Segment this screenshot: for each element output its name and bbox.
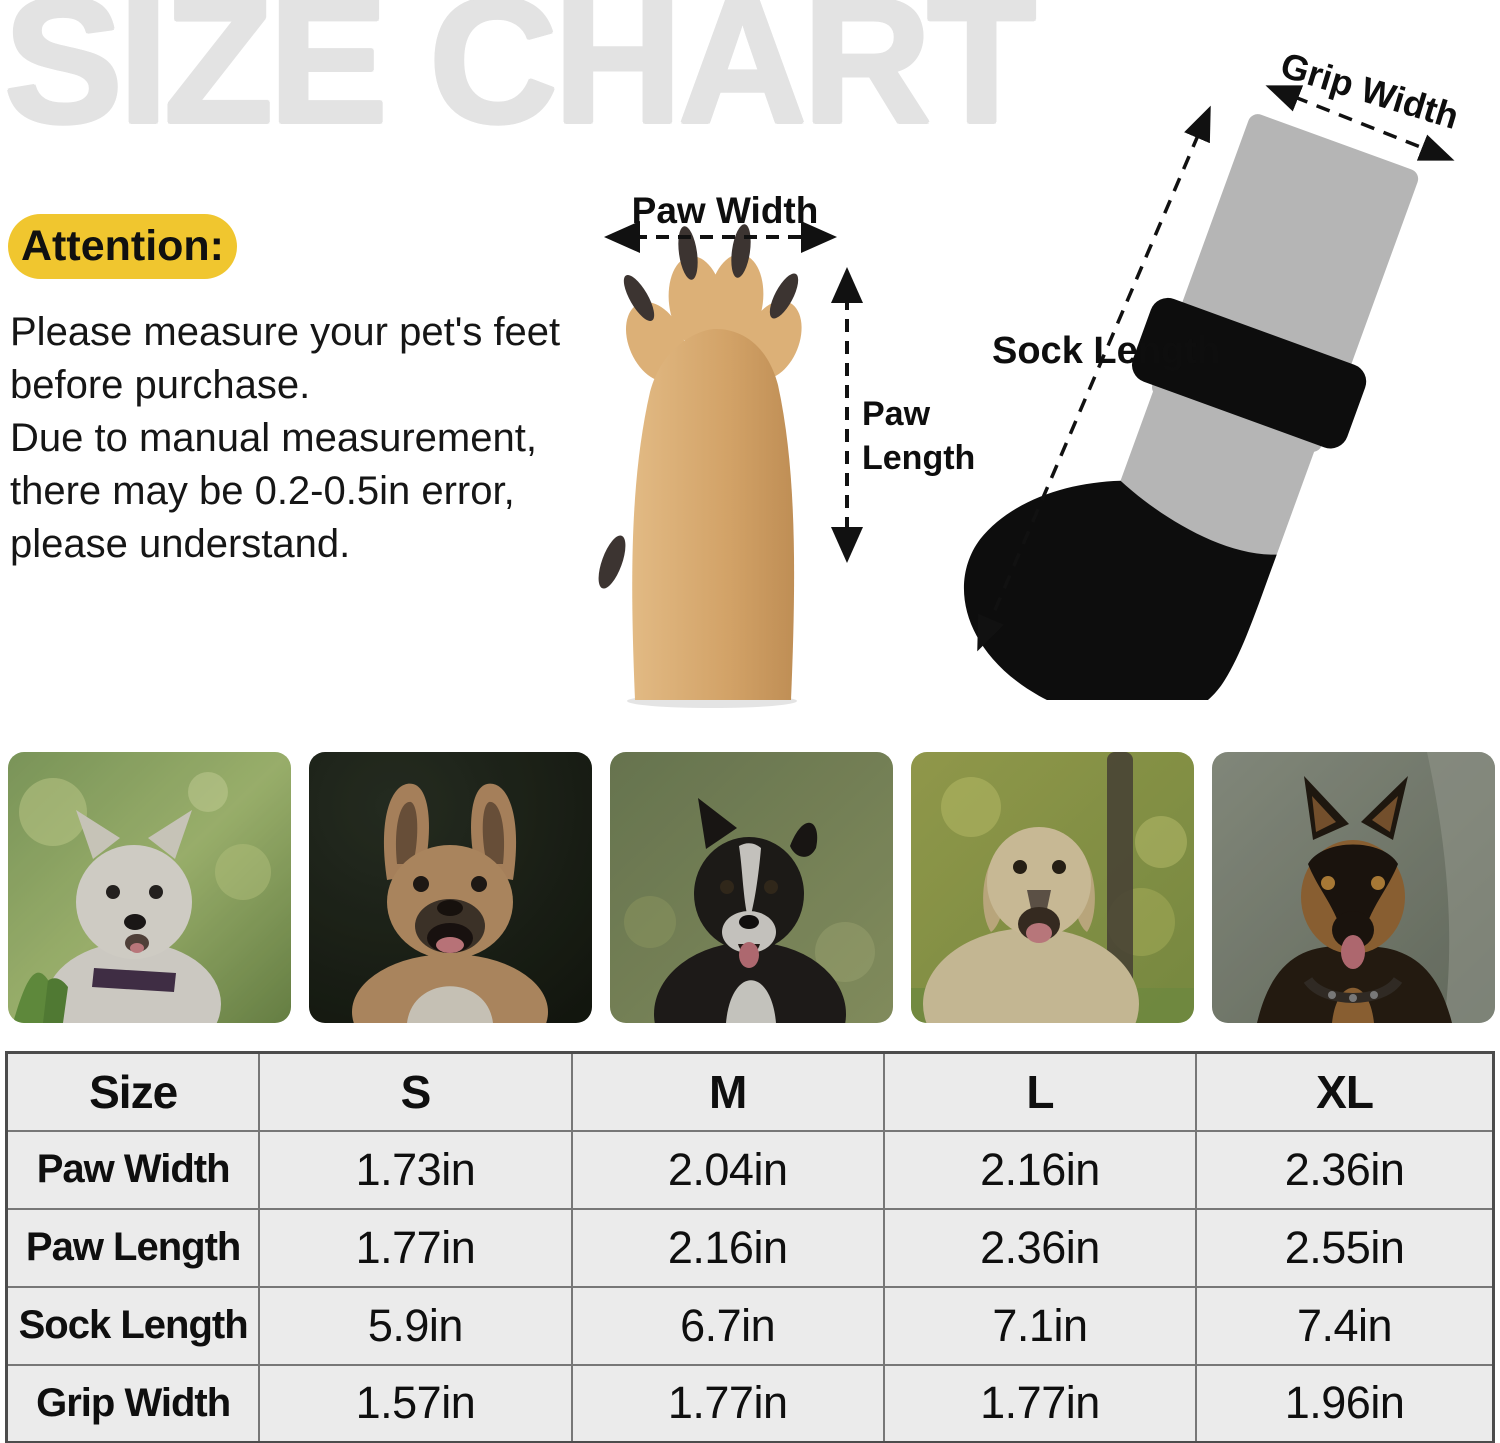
french-bulldog-illustration [309,752,592,1023]
paw-diagram [598,221,863,708]
cell-value: 1.96in [1195,1363,1495,1443]
cell-value: 2.55in [1195,1207,1495,1288]
table-header-row: Size S M L XL [5,1051,1495,1132]
dog-photo-french-bulldog [309,752,592,1023]
col-header-s: S [258,1051,573,1132]
sock-illustration [963,114,1419,700]
col-header-size: Size [5,1051,261,1132]
row-label: Sock Length [5,1285,261,1366]
cell-value: 2.16in [570,1207,885,1288]
cell-value: 1.73in [258,1129,573,1210]
paw-leg [632,328,795,700]
cell-value: 7.4in [1195,1285,1495,1366]
attention-badge: Attention: [8,214,237,279]
sock-length-arrow [977,105,1211,652]
paw-width-label: Paw Width [631,190,819,231]
paw-length-label-line2: Length [862,439,976,477]
attention-line: Due to manual measurement, [10,416,537,460]
row-label: Paw Width [5,1129,261,1210]
cell-value: 7.1in [882,1285,1198,1366]
cell-value: 1.77in [570,1363,885,1443]
cell-value: 2.36in [882,1207,1198,1288]
col-header-l: L [882,1051,1198,1132]
cell-value: 1.77in [882,1363,1198,1443]
row-label: Paw Length [5,1207,261,1288]
table-row-grip-width: Grip Width 1.57in 1.77in 1.77in 1.96in [5,1363,1495,1443]
attention-paragraph: Please measure your pet's feet before pu… [10,306,630,571]
attention-line: please understand. [10,522,351,566]
sock-diagram [963,85,1455,700]
paw-length-label: Paw Length [862,392,975,480]
dog-photo-border-collie [610,752,893,1023]
cell-value: 2.04in [570,1129,885,1210]
cell-value: 2.16in [882,1129,1198,1210]
cell-value: 5.9in [258,1285,573,1366]
german-shepherd-illustration [1212,752,1495,1023]
table-row-sock-length: Sock Length 5.9in 6.7in 7.1in 7.4in [5,1285,1495,1366]
dog-photo-west-highland-terrier [8,752,291,1023]
grip-width-arrow [1265,85,1455,161]
westie-illustration [8,752,291,1023]
col-header-m: M [570,1051,885,1132]
row-label: Grip Width [5,1363,261,1443]
table-row-paw-length: Paw Length 1.77in 2.16in 2.36in 2.55in [5,1207,1495,1288]
attention-badge-label: Attention: [21,222,224,270]
attention-line: there may be 0.2-0.5in error, [10,469,515,513]
col-header-xl: XL [1195,1051,1495,1132]
dog-photo-german-shepherd [1212,752,1495,1023]
cell-value: 1.57in [258,1363,573,1443]
labrador-illustration [911,752,1194,1023]
paw-length-label-line1: Paw [862,395,931,433]
cell-value: 2.36in [1195,1129,1495,1210]
sock-length-label: Sock Length [992,330,1221,372]
attention-line: Please measure your pet's feet [10,310,561,354]
size-table: Size S M L XL Paw Width 1.73in 2.04in 2.… [5,1051,1495,1443]
attention-line: before purchase. [10,363,311,407]
page-title: SIZE CHART [4,0,1036,160]
cell-value: 1.77in [258,1207,573,1288]
cell-value: 6.7in [570,1285,885,1366]
dog-photo-labrador [911,752,1194,1023]
table-row-paw-width: Paw Width 1.73in 2.04in 2.16in 2.36in [5,1129,1495,1210]
border-collie-illustration [610,752,893,1023]
